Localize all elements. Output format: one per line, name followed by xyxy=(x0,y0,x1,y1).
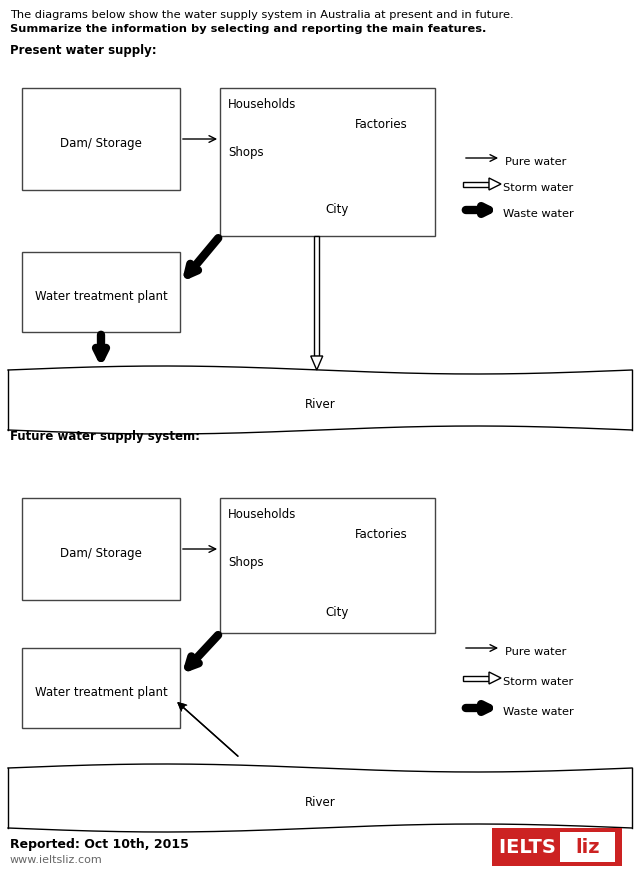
Text: Summarize the information by selecting and reporting the main features.: Summarize the information by selecting a… xyxy=(10,24,486,34)
Text: Factories: Factories xyxy=(355,528,408,541)
Text: Present water supply:: Present water supply: xyxy=(10,44,157,57)
Text: Pure water: Pure water xyxy=(505,647,566,657)
Text: City: City xyxy=(325,203,348,216)
Text: River: River xyxy=(305,398,335,410)
Text: www.ieltsliz.com: www.ieltsliz.com xyxy=(10,855,103,865)
Text: Factories: Factories xyxy=(355,118,408,131)
Text: Households: Households xyxy=(228,98,296,111)
Bar xyxy=(492,828,622,866)
Text: Shops: Shops xyxy=(228,556,264,569)
Text: Water treatment plant: Water treatment plant xyxy=(35,685,168,699)
Text: Households: Households xyxy=(228,508,296,521)
Text: Shops: Shops xyxy=(228,146,264,159)
Polygon shape xyxy=(489,178,501,190)
Text: Reported: Oct 10th, 2015: Reported: Oct 10th, 2015 xyxy=(10,838,189,851)
Bar xyxy=(463,676,489,680)
Text: Dam/ Storage: Dam/ Storage xyxy=(60,547,142,559)
Text: Water treatment plant: Water treatment plant xyxy=(35,289,168,303)
Bar xyxy=(463,182,489,186)
Bar xyxy=(560,832,615,862)
Text: Future water supply system:: Future water supply system: xyxy=(10,430,200,443)
Polygon shape xyxy=(311,356,323,370)
Bar xyxy=(22,498,180,600)
Bar xyxy=(22,252,180,332)
Text: Storm water: Storm water xyxy=(503,183,573,193)
Text: Pure water: Pure water xyxy=(505,157,566,167)
Bar xyxy=(220,88,435,236)
Text: Storm water: Storm water xyxy=(503,677,573,687)
Text: City: City xyxy=(325,606,348,619)
Bar xyxy=(22,88,180,190)
Bar xyxy=(22,648,180,728)
Text: The diagrams below show the water supply system in Australia at present and in f: The diagrams below show the water supply… xyxy=(10,10,514,20)
Polygon shape xyxy=(489,672,501,684)
Text: IELTS: IELTS xyxy=(499,838,563,857)
Text: liz: liz xyxy=(575,838,600,857)
Bar xyxy=(220,498,435,633)
Text: Waste water: Waste water xyxy=(503,209,573,219)
Text: Dam/ Storage: Dam/ Storage xyxy=(60,136,142,150)
Bar xyxy=(314,236,319,356)
Text: River: River xyxy=(305,796,335,808)
Text: Waste water: Waste water xyxy=(503,707,573,717)
